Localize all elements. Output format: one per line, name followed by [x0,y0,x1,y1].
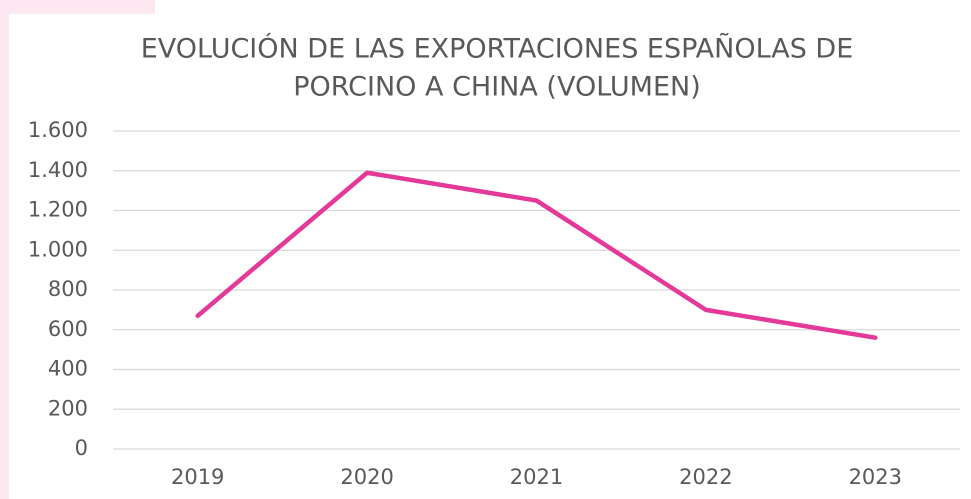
y-tick-label: 1.000 [28,237,88,261]
page-edge [0,0,155,14]
x-tick-label: 2021 [510,465,563,489]
chart-title: EVOLUCIÓN DE LAS EXPORTACIONES ESPAÑOLAS… [141,33,854,65]
x-tick-label: 2019 [171,465,224,489]
y-tick-label: 400 [48,357,88,381]
x-tick-label: 2022 [679,465,732,489]
y-tick-label: 1.200 [28,198,88,222]
data-line [195,170,878,340]
y-tick-label: 0 [75,436,88,460]
y-tick-label: 200 [48,396,88,420]
y-tick-label: 800 [48,277,88,301]
y-tick-label: 600 [48,317,88,341]
y-tick-label: 1.600 [28,118,88,142]
chart-title: PORCINO A CHINA (VOLUMEN) [293,72,701,103]
y-tick-label: 1.400 [28,158,88,182]
x-tick-label: 2023 [849,465,902,489]
page-edge [0,0,9,499]
x-tick-label: 2020 [340,465,393,489]
